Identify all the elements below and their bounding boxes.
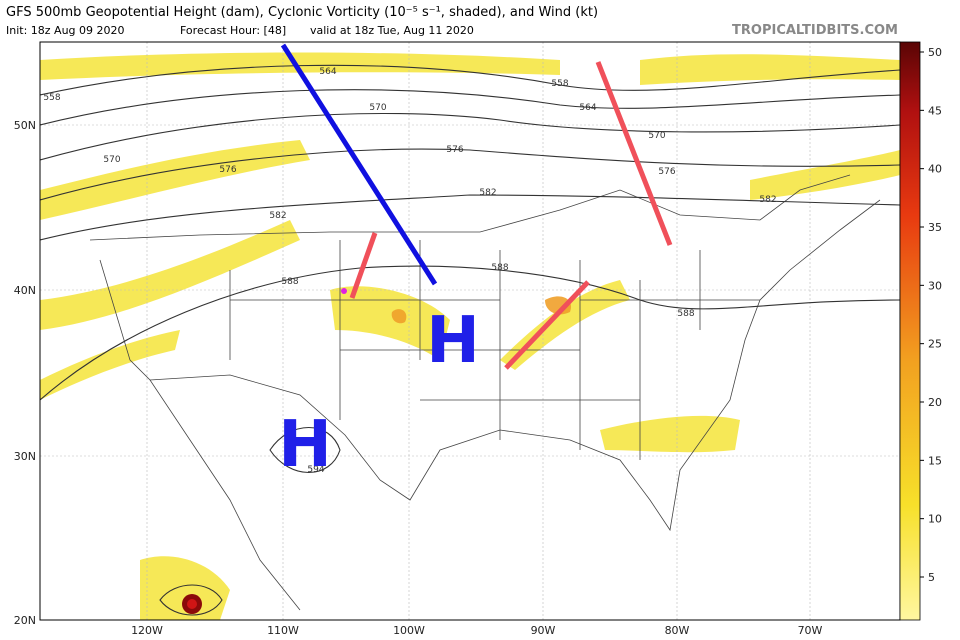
contour-label: 564 bbox=[319, 67, 336, 77]
ridge-line bbox=[504, 280, 590, 370]
trough-axis bbox=[280, 43, 438, 286]
contour-label: 582 bbox=[479, 188, 496, 198]
lon-label: 120W bbox=[131, 624, 163, 637]
lon-label: 80W bbox=[665, 624, 690, 637]
contour-label: 588 bbox=[281, 277, 298, 287]
contour-label: 564 bbox=[579, 103, 596, 113]
contour-label: 570 bbox=[103, 155, 120, 165]
colorbar-tick-label: 10 bbox=[928, 513, 942, 526]
map-area: 564 558 564 570 570 576 576 576 582 582 582 588 588 5… bbox=[40, 42, 900, 620]
watermark: TROPICALTIDBITS.COM bbox=[732, 23, 898, 38]
lon-label: 90W bbox=[531, 624, 556, 637]
lat-label: 30N bbox=[14, 450, 36, 463]
contour-label: 576 bbox=[446, 145, 463, 155]
contour-label: 588 bbox=[677, 309, 694, 319]
colorbar-tick-label: 15 bbox=[928, 454, 942, 467]
contour-label: 582 bbox=[269, 211, 286, 221]
colorbar bbox=[899, 41, 921, 621]
colorbar-tick-label: 45 bbox=[928, 104, 942, 117]
map-background bbox=[40, 42, 900, 620]
contour-label: 594 bbox=[307, 465, 324, 475]
contour-label: 582 bbox=[759, 195, 776, 205]
lon-label: 70W bbox=[798, 624, 823, 637]
colorbar-tick-label: 25 bbox=[928, 338, 942, 351]
colorbar-tick-label: 35 bbox=[928, 221, 942, 234]
colorbar-tick-label: 30 bbox=[928, 279, 942, 292]
height-contours bbox=[40, 64, 900, 616]
colorbar-tick-label: 50 bbox=[928, 46, 942, 59]
ridge-line bbox=[349, 232, 378, 299]
axis-labels: 50N 40N 30N 20N 120W 110W 100W 90W 80W 70W 5 10 15 20… bbox=[14, 46, 942, 637]
colorbar-tick-label: 5 bbox=[928, 571, 935, 584]
lon-label: 110W bbox=[267, 624, 299, 637]
lon-label: 100W bbox=[393, 624, 425, 637]
graticule bbox=[40, 42, 900, 620]
contour-label: 576 bbox=[219, 165, 236, 175]
ridge-line bbox=[595, 61, 673, 246]
contour-labels: 564 558 564 570 570 576 576 576 582 582 582 588 588 5… bbox=[43, 67, 776, 475]
lat-label: 40N bbox=[14, 284, 36, 297]
colorbar-tick-label: 40 bbox=[928, 163, 942, 176]
contour-label: 570 bbox=[369, 103, 386, 113]
contour-label: 558 bbox=[43, 93, 60, 103]
contour-label: 570 bbox=[648, 131, 665, 141]
forecast-hour: Forecast Hour: [48] bbox=[180, 24, 286, 37]
lat-label: 20N bbox=[14, 614, 36, 627]
borders bbox=[89, 174, 881, 611]
valid-time: valid at 18z Tue, Aug 11 2020 bbox=[310, 24, 474, 37]
lat-label: 50N bbox=[14, 119, 36, 132]
contour-label: 558 bbox=[551, 79, 568, 89]
high-pressure-label: H bbox=[426, 304, 480, 378]
colorbar-tick-label: 20 bbox=[928, 396, 942, 409]
vorticity-shading bbox=[40, 52, 900, 620]
high-pressure-label: H bbox=[278, 408, 332, 482]
contour-label: 576 bbox=[658, 167, 675, 177]
init-time: Init: 18z Aug 09 2020 bbox=[6, 24, 125, 37]
title: GFS 500mb Geopotential Height (dam), Cyc… bbox=[6, 5, 598, 20]
marker bbox=[341, 288, 347, 294]
contour-label: 588 bbox=[491, 263, 508, 273]
